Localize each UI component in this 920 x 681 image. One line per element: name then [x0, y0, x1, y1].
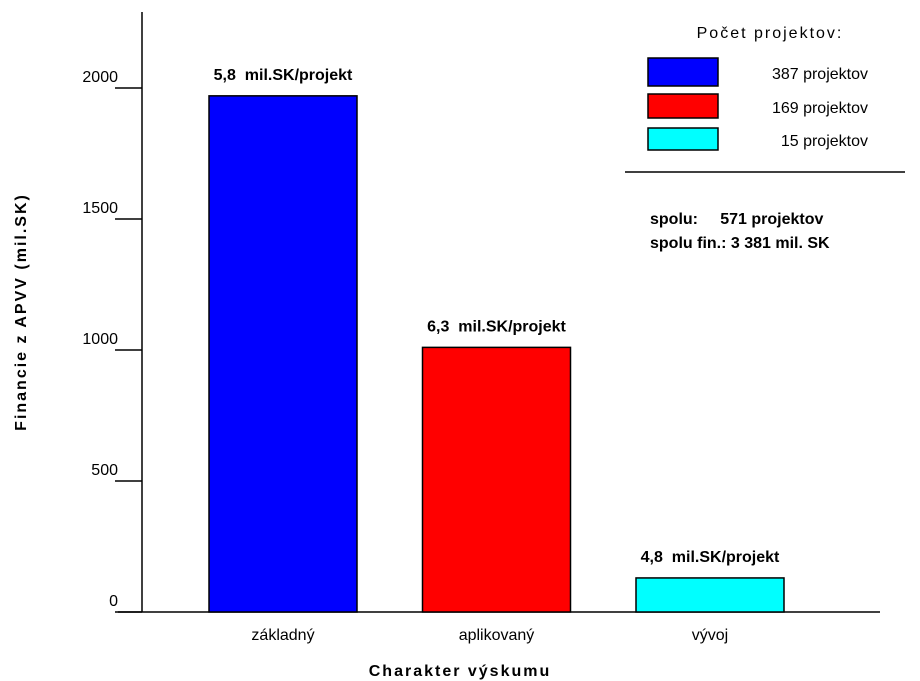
y-tick-label: 1000: [82, 331, 118, 348]
legend-label: 169 projektov: [772, 100, 868, 117]
y-tick-label: 0: [109, 593, 118, 610]
y-tick-label: 2000: [82, 69, 118, 86]
bar: [421, 346, 572, 613]
legend-swatch: [647, 93, 719, 119]
note: spolu fin.: 3 381 mil. SK: [650, 235, 830, 252]
bar: [208, 95, 358, 613]
legend-swatch: [647, 57, 719, 87]
x-tick-label: základný: [251, 627, 314, 644]
bar-annotation: 5,8 mil.SK/projekt: [214, 67, 353, 84]
y-tick-label: 500: [91, 462, 118, 479]
y-axis-label: Financie z APVV (mil.SK): [13, 193, 30, 431]
bar-annotation: 4,8 mil.SK/projekt: [641, 549, 780, 566]
x-axis-label: Charakter výskumu: [369, 663, 552, 680]
bar: [635, 577, 785, 613]
x-tick-label: aplikovaný: [459, 627, 535, 644]
legend-label: 387 projektov: [772, 66, 868, 83]
legend-swatch: [647, 127, 719, 151]
x-tick-label: vývoj: [692, 627, 728, 644]
bar-annotation: 6,3 mil.SK/projekt: [427, 318, 566, 335]
y-tick-label: 1500: [82, 200, 118, 217]
legend-label: 15 projektov: [781, 133, 868, 150]
legend-title: Počet projektov:: [697, 25, 844, 42]
note: spolu: 571 projektov: [650, 211, 823, 228]
